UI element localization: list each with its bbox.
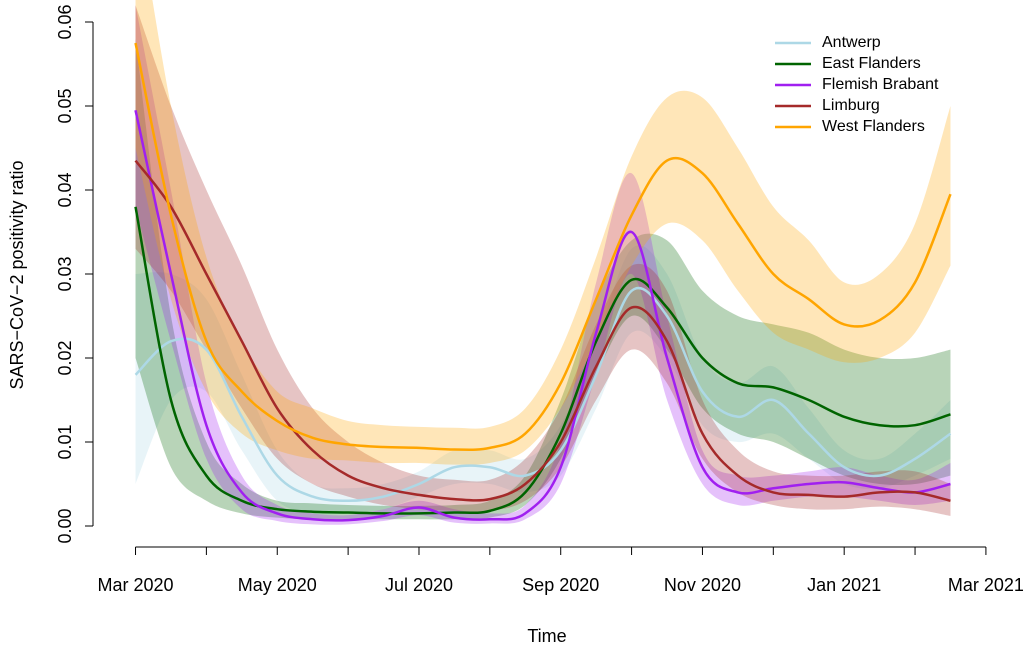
series-line (134, 109, 951, 522)
x-tick-label: Nov 2020 (664, 575, 741, 595)
bands (135, 0, 951, 525)
y-tick-label: 0.06 (55, 4, 75, 39)
y-tick-label: 0.03 (55, 256, 75, 291)
y-tick-label: 0.01 (55, 424, 75, 459)
confidence-band (135, 5, 951, 525)
series-line (134, 159, 951, 503)
x-axis-label: Time (527, 626, 566, 646)
legend-label: Flemish Brabant (822, 76, 939, 93)
y-tick-label: 0.02 (55, 340, 75, 375)
y-tick-label: 0.05 (55, 88, 75, 123)
confidence-band (135, 38, 951, 520)
x-tick-label: Sep 2020 (522, 575, 599, 595)
series-line (134, 42, 952, 451)
y-axis-label: SARS−CoV−2 positivity ratio (7, 160, 27, 389)
series-line (134, 286, 952, 503)
legend-label: Antwerp (822, 34, 881, 51)
x-tick-label: Jul 2020 (385, 575, 453, 595)
legend-label: Limburg (822, 97, 880, 114)
confidence-band (135, 0, 951, 465)
x-tick-label: Mar 2020 (97, 575, 173, 595)
y-tick-label: 0.00 (55, 508, 75, 543)
x-tick-label: Mar 2021 (948, 575, 1024, 595)
series-line (134, 206, 951, 515)
x-tick-label: May 2020 (238, 575, 317, 595)
x-tick-label: Jan 2021 (807, 575, 881, 595)
legend-label: West Flanders (822, 118, 925, 135)
y-tick-label: 0.04 (55, 172, 75, 207)
legend-label: East Flanders (822, 55, 921, 72)
confidence-band (135, 245, 951, 515)
lines (134, 42, 952, 522)
